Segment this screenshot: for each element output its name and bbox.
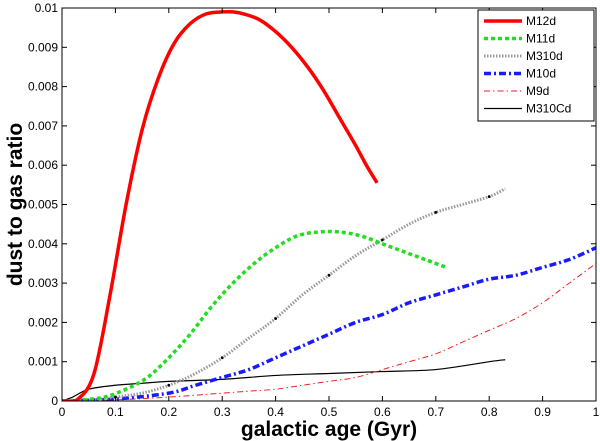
x-tick-label: 0.1 (107, 405, 124, 419)
x-tick-label: 0.9 (534, 405, 551, 419)
x-tick-label: 0.3 (214, 405, 231, 419)
legend-label-m9d: M9d (526, 84, 549, 98)
legend-label-m12d: M12d (526, 14, 556, 28)
series-line-m10d (62, 246, 596, 401)
y-tick-label: 0.003 (28, 276, 58, 290)
y-tick-label: 0.002 (28, 315, 58, 329)
x-tick-label: 0.2 (160, 405, 177, 419)
legend-label-m10d: M10d (526, 67, 556, 81)
x-tick-label: 0.5 (321, 405, 338, 419)
legend-label-m11d: M11d (526, 32, 555, 46)
series-marker-m310d (220, 356, 224, 360)
legend-label-m310cd: M310Cd (526, 102, 571, 116)
y-axis-label: dust to gas ratio (4, 123, 27, 286)
x-tick-label: 1 (593, 405, 600, 419)
series-marker-m310d (167, 383, 171, 387)
series-layer (62, 9, 596, 401)
y-tick-label: 0.001 (28, 355, 58, 369)
series-marker-m310d (381, 238, 384, 242)
x-tick-label: 0 (59, 405, 66, 419)
series-line-m9d (62, 263, 596, 401)
y-tick-label: 0.005 (28, 198, 58, 212)
series-line-m11d (62, 229, 448, 401)
x-axis-label: galactic age (Gyr) (241, 418, 417, 441)
series-line-m310d (62, 187, 506, 401)
y-tick-label: 0.01 (35, 1, 59, 15)
x-tick-label: 0.4 (267, 405, 284, 419)
x-tick-label: 0.7 (427, 405, 444, 419)
series-marker-m310d (274, 317, 277, 320)
series-marker-m310d (487, 195, 491, 199)
series-line-m12d (62, 9, 379, 401)
legend: M12d M11d M310d M10d M9d M310Cd (477, 9, 595, 122)
ticks-layer: 0 0.1 0.2 0.3 0.4 0.5 0.6 0.7 0.8 0.9 1 0 0.001 0.002… (28, 1, 600, 419)
legend-box (477, 9, 595, 122)
x-tick-label: 0.6 (374, 405, 391, 419)
y-tick-label: 0 (51, 394, 58, 408)
y-tick-label: 0.006 (28, 158, 58, 172)
y-tick-label: 0.008 (28, 80, 58, 94)
y-tick-label: 0.004 (28, 237, 58, 251)
series-marker-m310d (434, 210, 438, 214)
x-tick-label: 0.8 (481, 405, 498, 419)
legend-label-m310d: M310d (526, 49, 563, 63)
y-tick-label: 0.009 (28, 40, 58, 54)
y-tick-label: 0.007 (28, 119, 58, 133)
series-marker-m310d (327, 273, 331, 277)
